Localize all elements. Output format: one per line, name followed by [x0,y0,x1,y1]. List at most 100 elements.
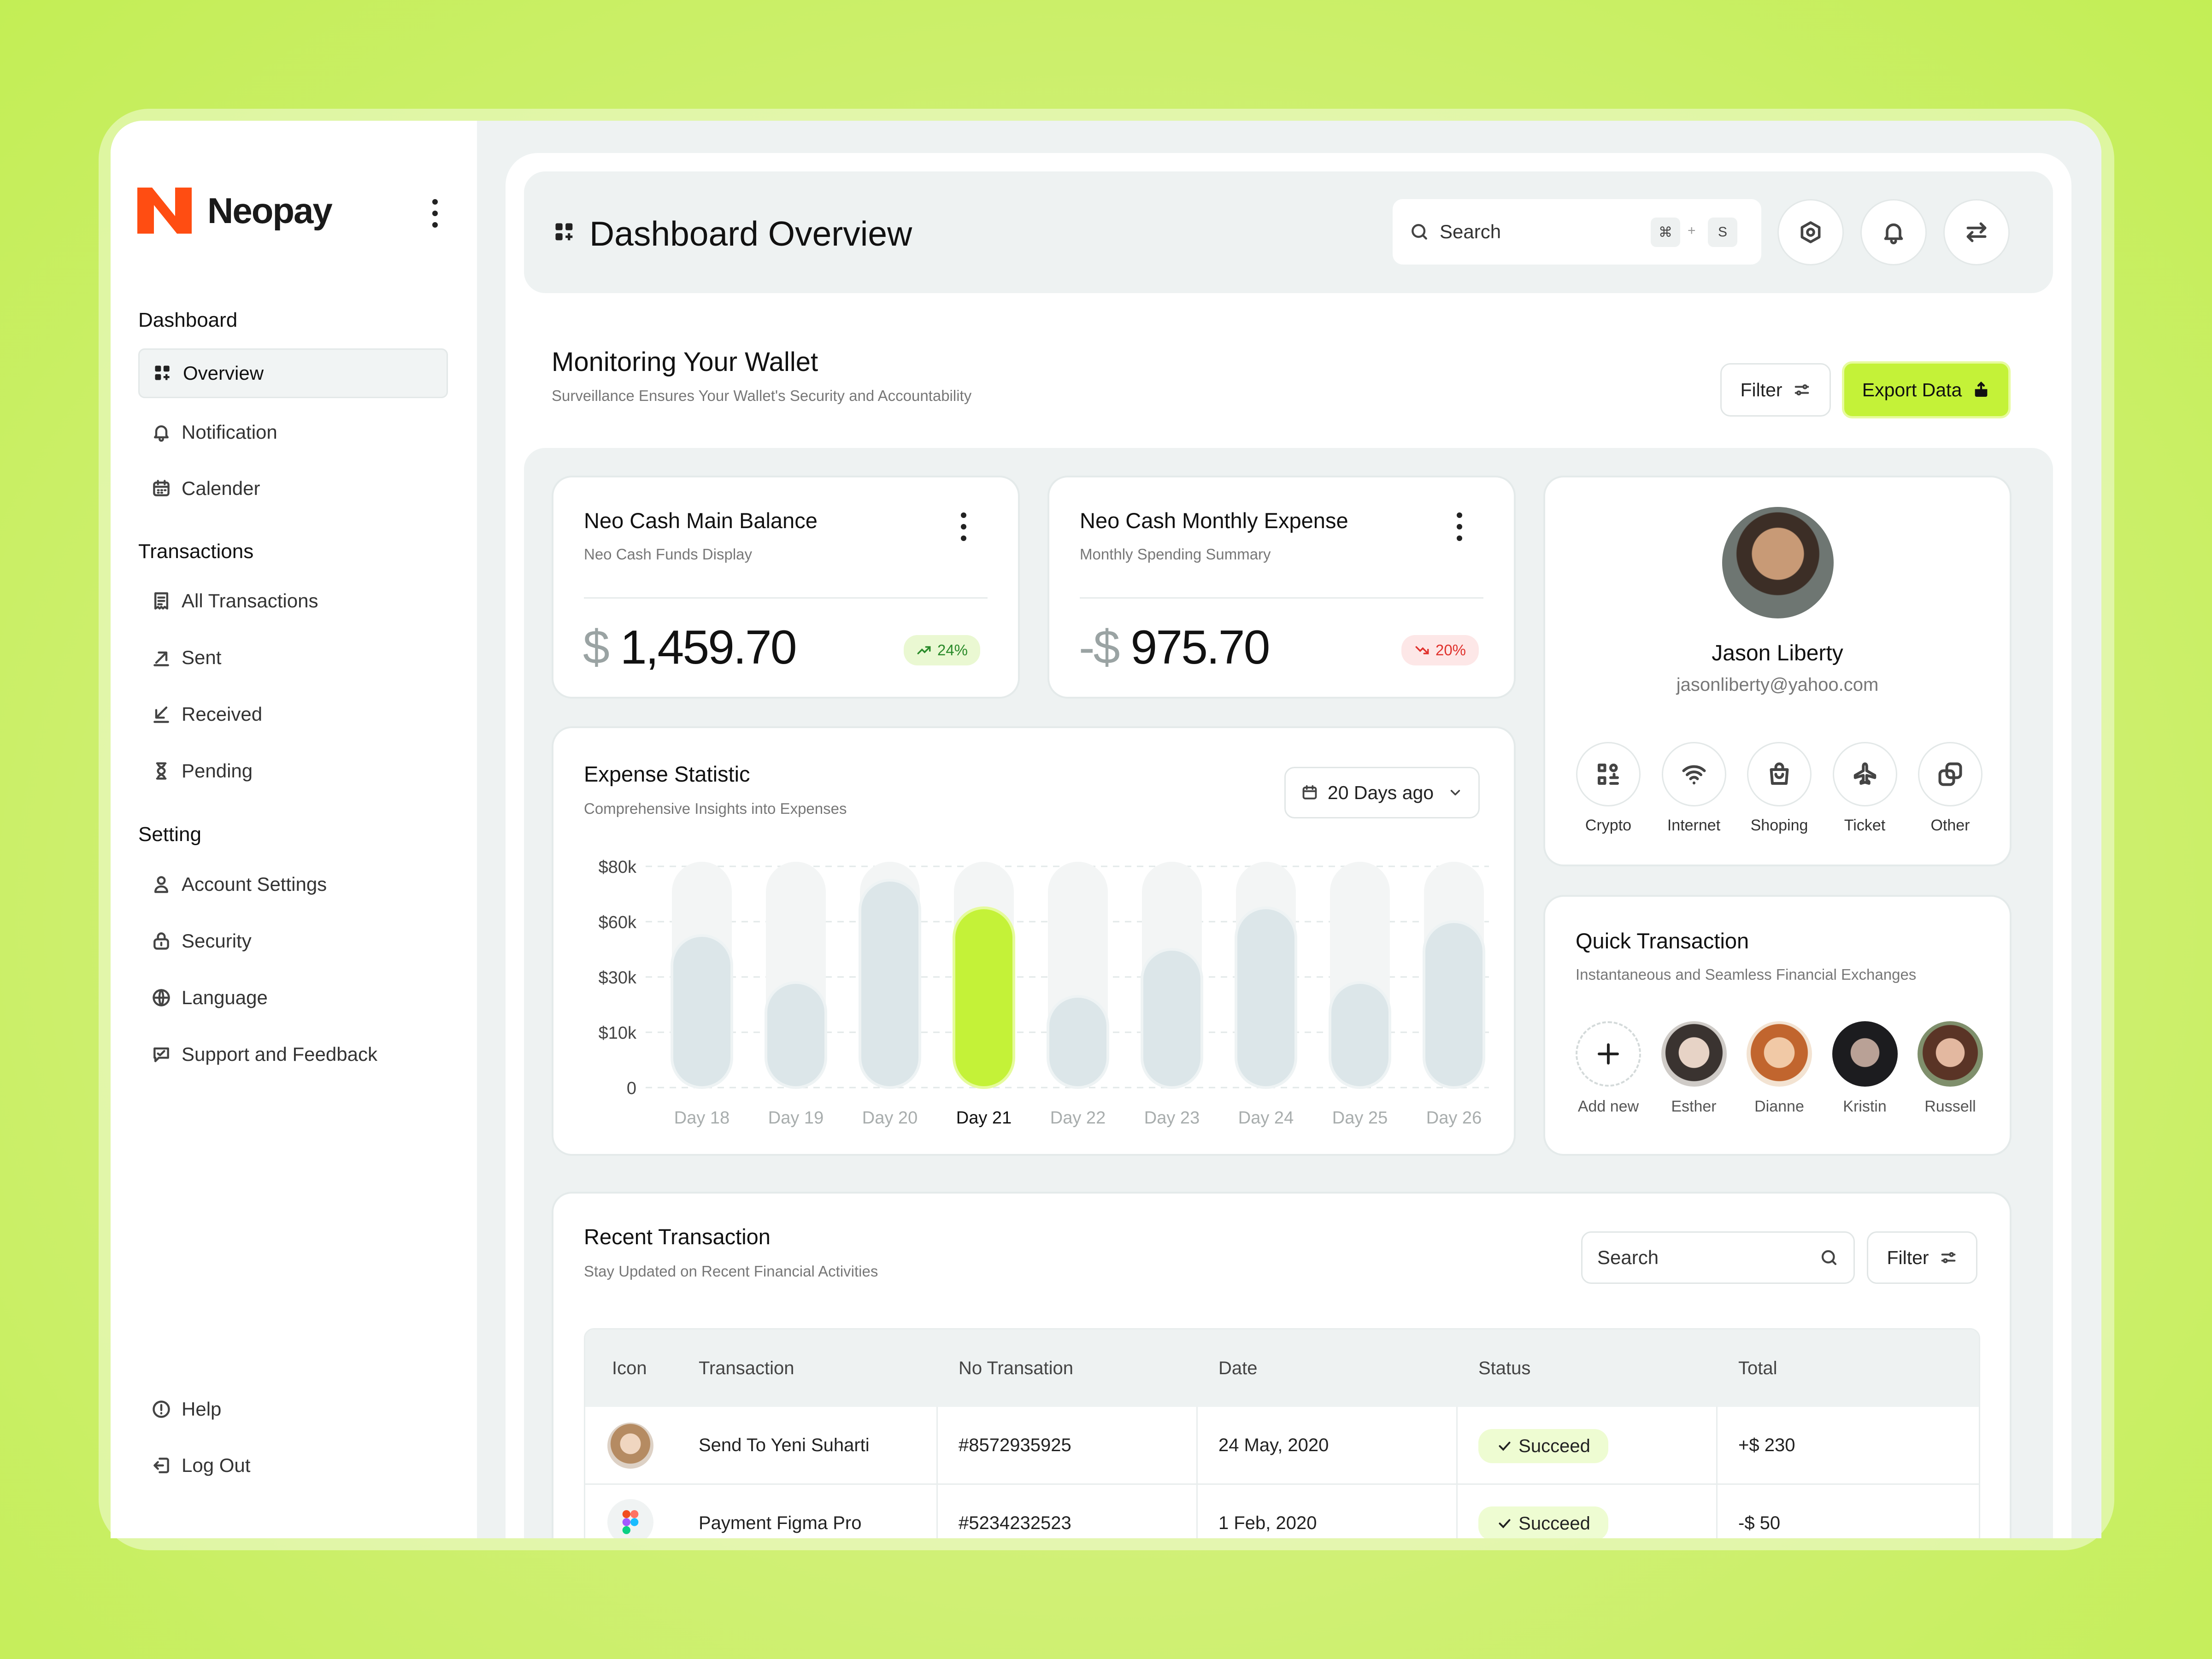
shopping-bag-icon [1770,762,1789,785]
upload-bag-icon [1975,381,1988,397]
sidebar-item-label: Pending [182,760,253,782]
header-search-input[interactable]: Search ⌘ + S [1393,199,1761,265]
category-label: Internet [1667,817,1721,834]
switch-button[interactable] [1943,199,2010,265]
notifications-button[interactable] [1860,199,1927,265]
search-placeholder: Search [1597,1247,1659,1268]
settings-button[interactable] [1777,199,1844,265]
wallet-filter-button[interactable]: Filter [1720,363,1831,417]
balance-menu-button[interactable] [961,512,968,541]
recent-search-input[interactable]: Search [1581,1231,1855,1284]
category-crypto[interactable]: Crypto [1574,742,1643,835]
category-internet[interactable]: Internet [1659,742,1729,835]
table-header [585,1330,1979,1407]
x-tick-label: Day 26 [1426,1108,1482,1128]
contact-kristin[interactable]: Kristin [1830,1021,1900,1116]
expense-currency: -$ [1079,621,1120,674]
balance-amount: $ 1,459.70 [583,620,797,675]
sliders-icon [1794,384,1809,395]
calendar-icon [1302,785,1317,800]
bar [1141,948,1203,1089]
swap-arrows-icon [1966,222,1987,242]
contact-dianne[interactable]: Dianne [1745,1021,1814,1116]
change-value: 20% [1435,641,1466,659]
sidebar-item-logout[interactable]: Log Out [138,1441,448,1490]
bar [1047,995,1109,1089]
section-transactions: Transactions [138,540,254,563]
sliders-icon [1941,1252,1955,1263]
bar [1423,920,1485,1089]
kbd-cmd: ⌘ [1651,218,1680,247]
contact-label: Dianne [1754,1098,1804,1115]
chat-icon [153,1047,169,1062]
recent-filter-button[interactable]: Filter [1867,1231,1977,1284]
sidebar-item-calender[interactable]: Calender [138,464,448,513]
category-shoping[interactable]: Shoping [1745,742,1814,835]
quick-subtitle: Instantaneous and Seamless Financial Exc… [1576,966,1917,983]
sidebar-item-account-settings[interactable]: Account Settings [138,859,448,909]
sidebar-menu-button[interactable] [432,199,440,228]
globe-icon [153,989,170,1006]
row-total: +$ 230 [1738,1435,1795,1455]
sidebar-item-label: Support and Feedback [182,1043,377,1065]
sidebar-item-label: Notification [182,421,277,443]
recent-title: Recent Transaction [584,1224,771,1249]
contacts-row: Add new Esther Dianne Kristin Russell [1574,1021,1985,1116]
sidebar-item-all-transactions[interactable]: All Transactions [138,576,448,626]
range-dropdown[interactable]: 20 Days ago [1284,767,1480,818]
sidebar-item-language[interactable]: Language [138,973,448,1023]
add-new-contact[interactable]: Add new [1574,1021,1643,1116]
search-icon [1821,1250,1837,1265]
expense-statistic-card: Expense Statistic Comprehensive Insights… [552,726,1516,1156]
recent-subtitle: Stay Updated on Recent Financial Activit… [584,1263,878,1280]
category-ticket[interactable]: Ticket [1830,742,1900,835]
category-other[interactable]: Other [1916,742,1985,835]
lock-icon [153,932,169,950]
sidebar-item-label: Security [182,930,252,952]
row-date: 24 May, 2020 [1218,1435,1329,1455]
sidebar-item-pending[interactable]: Pending [138,746,448,796]
expense-subtitle: Monthly Spending Summary [1080,546,1271,563]
arrow-up-right-icon [153,651,169,666]
quick-transaction-card: Quick Transaction Instantaneous and Seam… [1543,895,2012,1156]
expense-menu-button[interactable] [1457,512,1464,541]
y-tick-label: $30k [599,968,637,988]
col-icon: Icon [612,1358,647,1378]
expense-chart: $80k $60k $30k $10k 0 Day 18 Day 19 Day 20 Day 2… [599,858,1489,1128]
sidebar-item-security[interactable]: Security [138,916,448,966]
sidebar-item-overview[interactable]: Overview [138,348,448,398]
contact-label: Esther [1671,1098,1717,1115]
profile-avatar [1722,507,1834,618]
change-value: 24% [937,641,968,659]
expense-amount: -$ 975.70 [1079,620,1270,675]
divider [584,597,988,599]
sidebar-item-received[interactable]: Received [138,689,448,739]
bar [1235,906,1297,1089]
export-data-button[interactable]: Export Data [1842,361,2011,418]
x-tick-label: Day 22 [1050,1108,1106,1128]
neopay-logo [137,188,192,234]
status-label: Succeed [1518,1513,1590,1534]
contact-avatar [1832,1021,1898,1087]
row-divider [585,1483,1979,1485]
balance-value: 1,459.70 [620,621,797,674]
profile-card: Jason Liberty jasonliberty@yahoo.com Cry… [1543,476,2012,866]
row-date: 1 Feb, 2020 [1218,1512,1317,1533]
sidebar-item-support[interactable]: Support and Feedback [138,1030,448,1079]
sidebar-item-notification[interactable]: Notification [138,407,448,457]
sidebar-item-help[interactable]: Help [138,1384,448,1434]
contact-label: Kristin [1843,1098,1887,1115]
check-icon [1499,1441,1511,1451]
filter-label: Filter [1740,379,1783,400]
sidebar-item-sent[interactable]: Sent [138,633,448,682]
range-label: 20 Days ago [1327,782,1434,803]
sidebar-item-label: Received [182,703,263,725]
search-placeholder: Search [1440,221,1501,242]
divider [1716,1407,1718,1538]
hourglass-icon [156,762,167,780]
info-icon [153,1400,170,1418]
category-label: Ticket [1844,817,1886,834]
x-tick-label: Day 23 [1144,1108,1200,1128]
contact-esther[interactable]: Esther [1659,1021,1729,1116]
contact-russell[interactable]: Russell [1916,1021,1985,1116]
